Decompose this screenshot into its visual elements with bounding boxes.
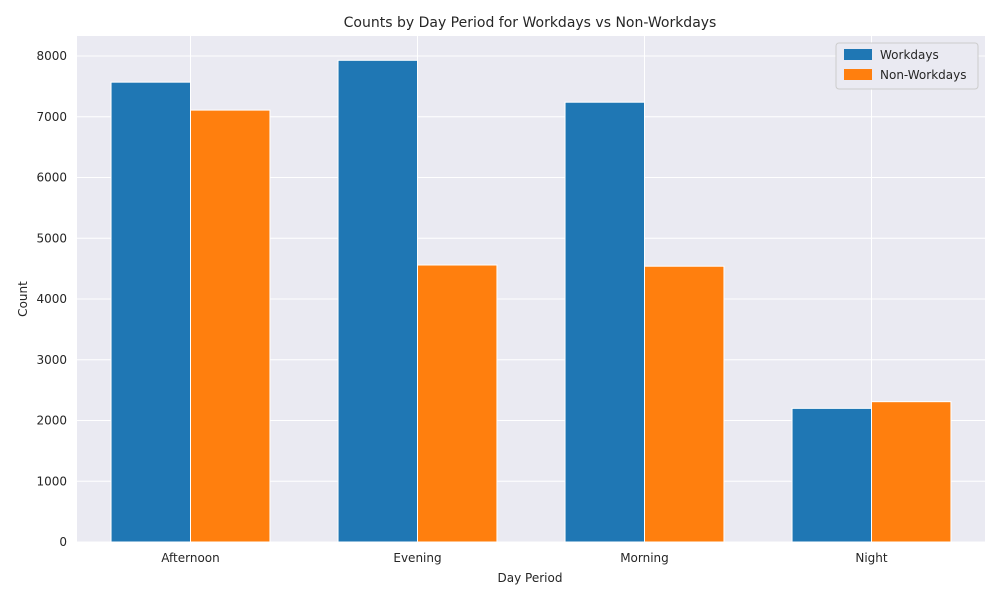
bar-workdays-morning xyxy=(564,101,645,543)
y-tick-label: 1000 xyxy=(36,474,67,488)
bar-non-workdays-afternoon xyxy=(190,109,271,543)
legend-label: Workdays xyxy=(880,48,939,62)
y-tick-label: 2000 xyxy=(36,414,67,428)
y-tick-label: 7000 xyxy=(36,110,67,124)
bar-non-workdays-night xyxy=(871,401,952,543)
bars xyxy=(110,59,952,543)
bar-workdays-evening xyxy=(337,59,418,543)
chart-title: Counts by Day Period for Workdays vs Non… xyxy=(344,15,717,31)
x-axis-ticks: Afternoon Evening Morning Night xyxy=(161,551,888,565)
y-tick-label: 3000 xyxy=(36,353,67,367)
legend-label: Non-Workdays xyxy=(880,68,966,82)
bar-workdays-night xyxy=(791,407,872,543)
legend-swatch xyxy=(844,69,872,80)
x-tick-label: Evening xyxy=(393,551,441,565)
y-tick-label: 6000 xyxy=(36,171,67,185)
y-tick-label: 0 xyxy=(59,535,67,549)
bar-workdays-afternoon xyxy=(110,81,191,543)
x-axis-label: Day Period xyxy=(498,571,563,585)
x-tick-label: Morning xyxy=(620,551,669,565)
y-axis-ticks: 0 1000 2000 3000 4000 5000 6000 7000 8000 xyxy=(36,49,67,549)
x-tick-label: Night xyxy=(855,551,888,565)
legend: Workdays Non-Workdays xyxy=(835,42,979,90)
y-axis-label: Count xyxy=(16,281,30,317)
legend-swatch xyxy=(844,49,872,60)
y-tick-label: 5000 xyxy=(36,231,67,245)
bar-non-workdays-evening xyxy=(417,264,498,543)
y-tick-label: 8000 xyxy=(36,49,67,63)
bar-non-workdays-morning xyxy=(644,265,725,543)
x-tick-label: Afternoon xyxy=(161,551,220,565)
y-tick-label: 4000 xyxy=(36,292,67,306)
